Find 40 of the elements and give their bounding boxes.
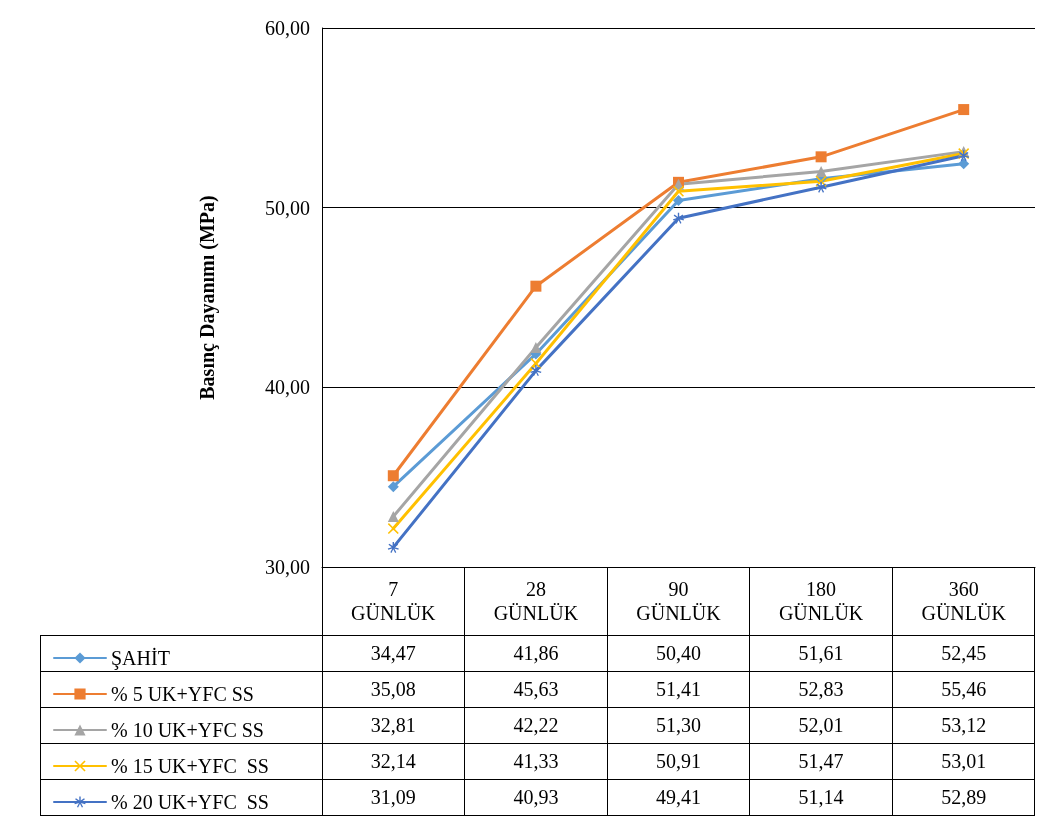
data-label: 53,12 — [892, 707, 1035, 744]
data-label: 42,22 — [464, 707, 608, 744]
data-label: 50,91 — [607, 743, 750, 780]
data-label: 51,47 — [749, 743, 893, 780]
data-label: 31,09 — [322, 779, 465, 816]
data-label: 53,01 — [892, 743, 1035, 780]
legend-label: % 10 UK+YFC SS — [111, 719, 264, 741]
x-tick-label: 180 GÜNLÜK — [778, 578, 864, 624]
data-label: 35,08 — [322, 671, 465, 708]
x-tick-label: 7 GÜNLÜK — [351, 578, 437, 624]
legend-label: % 15 UK+YFC SS — [111, 755, 269, 777]
data-label: 52,45 — [892, 635, 1035, 672]
data-label: 52,83 — [749, 671, 893, 708]
data-label: 34,47 — [322, 635, 465, 672]
data-label: 40,93 — [464, 779, 608, 816]
y-axis-title: Basınç Dayanımı (MPa) — [196, 195, 219, 400]
data-label: 51,30 — [607, 707, 750, 744]
data-label: 45,63 — [464, 671, 608, 708]
data-label: 50,40 — [607, 635, 750, 672]
x-tick-label: 28 GÜNLÜK — [493, 578, 579, 624]
y-tick-label: 40,00 — [265, 376, 310, 399]
x-tick-label: 360 GÜNLÜK — [921, 578, 1007, 624]
y-tick-label: 30,00 — [265, 556, 310, 578]
data-label: 52,01 — [749, 707, 893, 744]
data-label: 51,41 — [607, 671, 750, 708]
data-label: 32,14 — [322, 743, 465, 780]
data-label: 49,41 — [607, 779, 750, 816]
data-label: 51,61 — [749, 635, 893, 672]
y-tick-label: 60,00 — [265, 17, 310, 39]
legend-label: % 20 UK+YFC SS — [111, 791, 269, 813]
data-label: 55,46 — [892, 671, 1035, 708]
data-label: 41,33 — [464, 743, 608, 780]
data-label: 32,81 — [322, 707, 465, 744]
y-tick-label: 50,00 — [265, 196, 310, 219]
data-label: 41,86 — [464, 635, 608, 672]
legend-label: ŞAHİT — [111, 647, 170, 670]
legend-label: % 5 UK+YFC SS — [111, 683, 254, 705]
data-label: 51,14 — [749, 779, 893, 816]
data-label: 52,89 — [892, 779, 1035, 816]
x-tick-label: 90 GÜNLÜK — [636, 578, 722, 624]
